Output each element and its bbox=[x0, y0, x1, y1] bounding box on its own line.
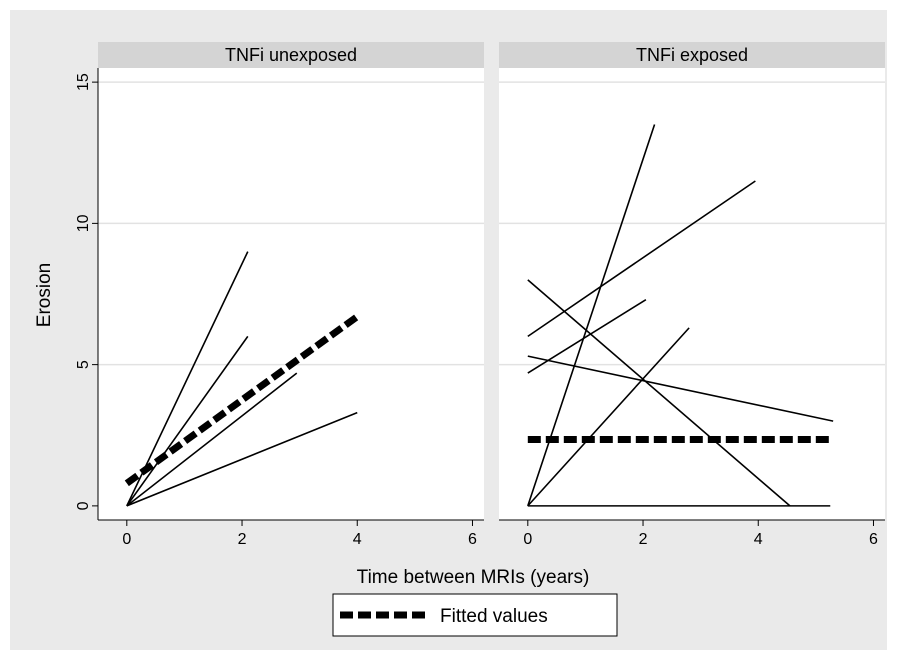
panel-1: TNFi unexposed 0 5 10 15 0 2 4 6 bbox=[75, 42, 484, 548]
y-tick-label: 10 bbox=[75, 214, 92, 232]
series-line-5 bbox=[527, 327, 690, 507]
series-line-1 bbox=[126, 251, 249, 507]
series-line-6 bbox=[527, 355, 834, 422]
plot-area bbox=[499, 68, 885, 520]
x-tick-label: 2 bbox=[238, 531, 247, 548]
series-line-2 bbox=[126, 335, 249, 507]
legend: Fitted values bbox=[332, 593, 618, 637]
panel-title: TNFi unexposed bbox=[225, 45, 357, 65]
y-tick-label: 5 bbox=[75, 360, 92, 369]
legend-fitted-label: Fitted values bbox=[440, 606, 548, 627]
x-axis-label: Time between MRIs (years) bbox=[357, 567, 590, 588]
panel-title: TNFi exposed bbox=[636, 45, 748, 65]
x-tick-label: 6 bbox=[468, 531, 477, 548]
plot-area bbox=[98, 68, 484, 520]
series-line-2 bbox=[527, 180, 756, 338]
x-tick-label: 2 bbox=[639, 531, 648, 548]
panel-2: TNFi exposed 0 2 4 6 bbox=[499, 42, 885, 548]
x-tick-label: 0 bbox=[122, 531, 131, 548]
series-line-3 bbox=[126, 372, 298, 507]
panels: TNFi unexposed 0 5 10 15 0 2 4 6 TNFi exposed 0 2 4 6 bbox=[75, 42, 885, 548]
x-tick-label: 4 bbox=[353, 531, 362, 548]
series-line-4 bbox=[527, 279, 791, 507]
x-tick-label: 4 bbox=[754, 531, 763, 548]
series-line-4 bbox=[126, 411, 358, 507]
y-tick-label: 0 bbox=[75, 501, 92, 510]
y-tick-label: 15 bbox=[75, 73, 92, 91]
x-tick-label: 6 bbox=[869, 531, 878, 548]
fitted-values-line bbox=[124, 313, 360, 487]
x-tick-label: 0 bbox=[523, 531, 532, 548]
panel-title-strip bbox=[499, 42, 885, 68]
y-axis-label: Erosion bbox=[34, 263, 55, 327]
panel-title-strip bbox=[98, 42, 484, 68]
